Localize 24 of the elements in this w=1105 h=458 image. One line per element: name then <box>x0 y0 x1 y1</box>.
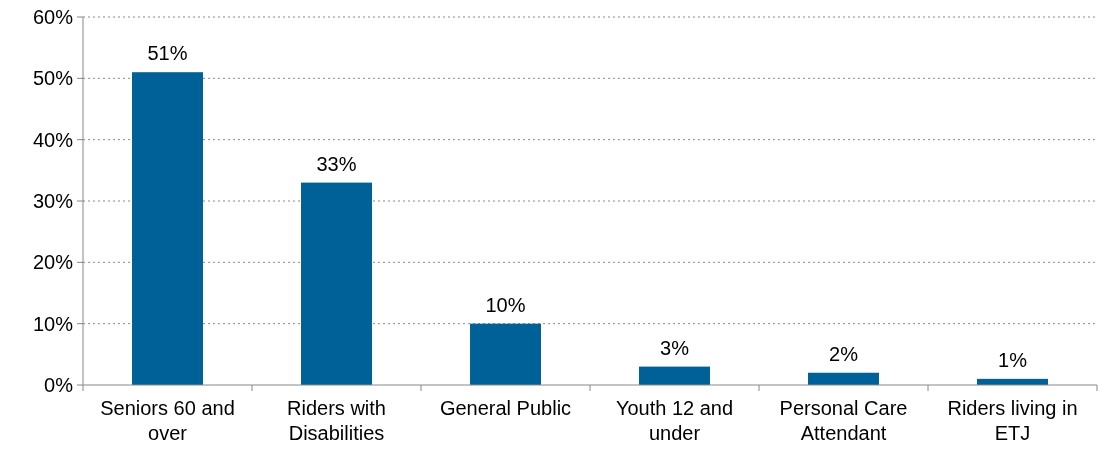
y-tick-label: 50% <box>32 67 74 90</box>
bar <box>132 72 203 385</box>
y-tick-label: 40% <box>32 128 74 151</box>
x-tick-label: Youth 12 and under <box>615 397 734 444</box>
y-tick-label: 0% <box>44 374 74 396</box>
data-label: 2% <box>829 342 859 365</box>
y-tick-label: 60% <box>32 6 74 28</box>
data-label: 33% <box>316 152 357 175</box>
x-tick-label: Seniors 60 and over <box>100 397 235 444</box>
y-tick-label: 30% <box>32 190 74 212</box>
data-label: 3% <box>660 336 690 359</box>
data-label: 1% <box>998 348 1028 371</box>
x-tick-label: Riders with Disabilities <box>287 397 386 444</box>
bar <box>639 366 710 385</box>
y-tick-label: 20% <box>32 251 74 274</box>
bar <box>808 372 879 385</box>
x-tick-label: Riders living in ETJ <box>947 397 1078 444</box>
bar <box>301 182 372 385</box>
data-label: 51% <box>147 42 188 65</box>
data-label: 10% <box>485 293 526 316</box>
x-tick-label: Personal Care Attendant <box>779 397 908 444</box>
y-tick-label: 10% <box>32 312 74 335</box>
x-tick-label: General Public <box>439 397 572 419</box>
bar <box>470 323 541 385</box>
